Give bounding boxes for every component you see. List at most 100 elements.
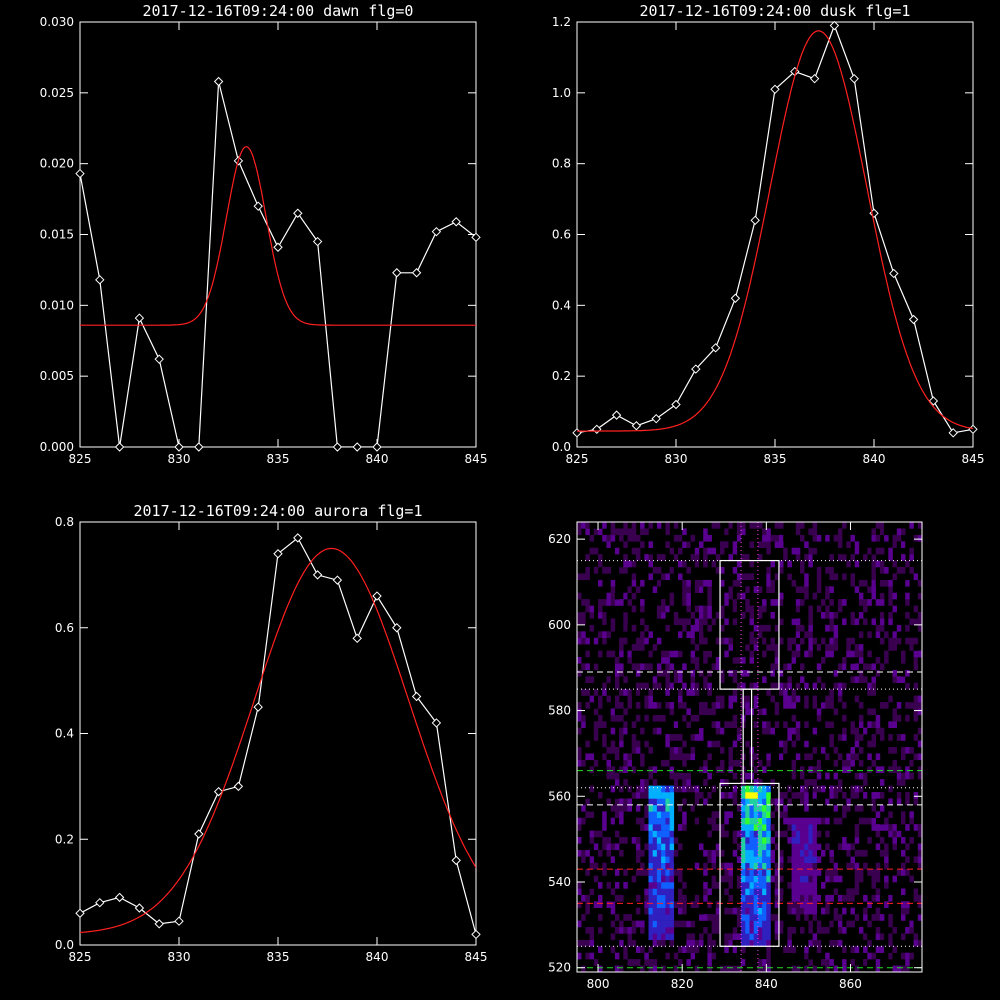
heatmap-cell [589, 856, 595, 863]
heatmap-cell [720, 875, 725, 883]
heatmap-cell [837, 804, 843, 812]
heatmap-cell [774, 882, 780, 889]
data-point [392, 268, 402, 278]
heatmap-cell [631, 554, 637, 561]
heatmap-cell [694, 618, 700, 626]
heatmap-cell [581, 637, 586, 645]
heatmap-cell [833, 914, 839, 921]
heatmap-cell [875, 695, 881, 703]
heatmap-cell [623, 869, 628, 876]
heatmap-cell [661, 927, 666, 934]
heatmap-cell [707, 901, 712, 908]
heatmap-cell [812, 785, 818, 793]
heatmap-cell [879, 849, 885, 857]
heatmap-cell [888, 785, 893, 793]
heatmap-cell [783, 669, 788, 677]
heatmap-cell [842, 907, 847, 915]
heatmap-cell [842, 573, 847, 581]
heatmap-cell [774, 862, 780, 870]
heatmap-cell [585, 599, 590, 606]
heatmap-cell [593, 849, 599, 857]
heatmap-cell [703, 798, 708, 806]
heatmap-cell [665, 522, 670, 529]
heatmap-cell [783, 657, 788, 664]
heatmap-cell [715, 708, 721, 716]
heatmap-cell [602, 869, 607, 876]
heatmap-cell [661, 798, 666, 806]
heatmap-cell [816, 579, 822, 587]
data-point [174, 442, 184, 452]
heatmap-cell [913, 759, 919, 767]
heatmap-cell [749, 824, 754, 831]
heatmap-cell [804, 734, 809, 741]
heatmap-cell [711, 547, 717, 555]
heatmap-cell [804, 869, 809, 876]
heatmap-cell [879, 824, 885, 831]
heatmap-cell [690, 650, 696, 658]
heatmap-cell [656, 869, 662, 876]
heatmap-cell [770, 586, 775, 593]
heatmap-cell [825, 959, 830, 966]
heatmap-cell [669, 965, 675, 972]
heatmap-cell [623, 541, 628, 548]
heatmap-cell [863, 579, 868, 587]
heatmap-cell [665, 927, 670, 934]
heatmap-cell [661, 843, 666, 851]
heatmap-cell [787, 798, 792, 806]
y-tick-label: 0.025 [40, 86, 74, 100]
heatmap-cell [791, 785, 797, 793]
heatmap-cell [736, 573, 742, 581]
y-tick-label: 560 [548, 789, 571, 803]
heatmap-cell [627, 785, 632, 793]
heatmap-cell [800, 785, 805, 793]
heatmap-cell [652, 862, 658, 870]
heatmap-cell [614, 779, 620, 786]
heatmap-cell [741, 824, 746, 831]
heatmap-cell [656, 830, 662, 838]
heatmap-cell [610, 708, 616, 716]
heatmap-cell [879, 567, 885, 574]
heatmap-cell [686, 939, 691, 947]
heatmap-cell [854, 772, 860, 780]
heatmap-cell [766, 952, 771, 960]
heatmap-cell [783, 753, 788, 761]
heatmap-cell [901, 554, 906, 561]
heatmap-cell [631, 624, 637, 632]
heatmap-cell [682, 560, 687, 568]
heatmap-cell [627, 592, 632, 600]
heatmap-cell [850, 843, 855, 851]
heatmap-cell [863, 676, 868, 683]
heatmap-cell [850, 573, 855, 581]
heatmap-cell [640, 644, 645, 651]
plot-frame [576, 521, 923, 973]
heatmap-cell [665, 605, 670, 613]
heatmap-cell [652, 830, 658, 838]
heatmap-cell [779, 612, 784, 619]
heatmap-cell [711, 708, 717, 716]
heatmap-cell [711, 939, 717, 947]
heatmap-cell [917, 695, 922, 703]
heatmap-cell [661, 579, 666, 587]
heatmap-cell [795, 547, 801, 555]
heatmap-cell [749, 785, 754, 793]
heatmap-cell [825, 534, 830, 542]
heatmap-cell [589, 766, 595, 773]
data-point [352, 633, 362, 644]
heatmap-cell [749, 882, 754, 889]
heatmap-cell [585, 650, 590, 658]
heatmap-cell [867, 727, 872, 735]
heatmap-cell [854, 528, 860, 536]
heatmap-cell [577, 714, 582, 722]
heatmap-cell [812, 869, 818, 876]
heatmap-cell [690, 676, 696, 683]
heatmap-cell [774, 901, 780, 908]
heatmap-cell [842, 522, 847, 529]
data-point [671, 399, 681, 410]
data-point [194, 442, 204, 452]
heatmap-cell [757, 804, 763, 812]
heatmap-cell [690, 753, 696, 761]
heatmap-cell [635, 547, 641, 555]
heatmap-cell [665, 657, 670, 664]
heatmap-cell [812, 907, 818, 915]
heatmap-cell [762, 676, 767, 683]
